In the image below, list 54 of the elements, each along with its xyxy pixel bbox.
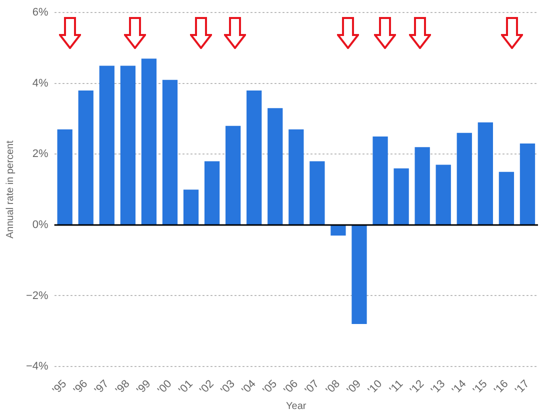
bar [183, 190, 199, 224]
bar [498, 172, 514, 224]
bar [372, 136, 388, 224]
y-tick-label: −2% [26, 290, 49, 302]
x-tick-label: '06 [282, 378, 300, 397]
bar [141, 58, 157, 224]
bar [246, 90, 262, 224]
bar [99, 66, 114, 224]
bar [204, 161, 220, 224]
x-tick-label: '02 [198, 378, 216, 397]
bar [414, 147, 430, 224]
x-tick-label: '15 [471, 378, 490, 397]
y-tick-label: 6% [32, 6, 49, 19]
x-tick-label: '10 [366, 378, 385, 397]
x-tick-label: '97 [92, 378, 112, 397]
bar [436, 164, 451, 224]
y-tick-label: 2% [32, 148, 49, 160]
x-tick-label: '17 [513, 378, 532, 397]
x-tick-label: '96 [72, 378, 90, 397]
bar [352, 225, 367, 324]
bar [310, 161, 325, 224]
x-tick-label: '01 [176, 378, 196, 397]
y-tick-label: −4% [26, 360, 49, 373]
bar [57, 129, 72, 224]
y-axis-title: Annual rate in percent [4, 140, 16, 238]
x-tick-label: '08 [324, 378, 342, 397]
bar [330, 225, 346, 236]
x-tick-label: '03 [218, 378, 238, 397]
x-tick-label: '14 [450, 378, 469, 397]
bar [268, 108, 283, 224]
x-tick-label: '09 [344, 378, 364, 397]
bar [456, 132, 472, 224]
x-tick-label: '04 [240, 378, 258, 397]
bar [478, 122, 493, 224]
bar [520, 144, 536, 224]
bar [226, 126, 241, 224]
x-tick-label: '11 [388, 378, 406, 396]
bar [394, 168, 409, 224]
bar [120, 66, 136, 224]
x-tick-label: '00 [156, 378, 174, 397]
y-tick-label: 0% [32, 218, 49, 231]
y-tick-label: 4% [32, 77, 49, 90]
x-tick-label: '95 [50, 378, 70, 397]
x-tick-label: '99 [134, 378, 154, 397]
x-tick-label: '13 [429, 378, 448, 397]
x-tick-label: '16 [492, 378, 511, 397]
x-tick-label: '07 [302, 378, 322, 397]
bar [78, 90, 94, 224]
x-tick-label: '12 [408, 378, 427, 397]
x-tick-label: '05 [260, 378, 280, 397]
bar [288, 129, 304, 224]
bar [162, 80, 178, 224]
x-axis-title: Year [286, 400, 307, 412]
x-tick-label: '98 [114, 378, 132, 397]
